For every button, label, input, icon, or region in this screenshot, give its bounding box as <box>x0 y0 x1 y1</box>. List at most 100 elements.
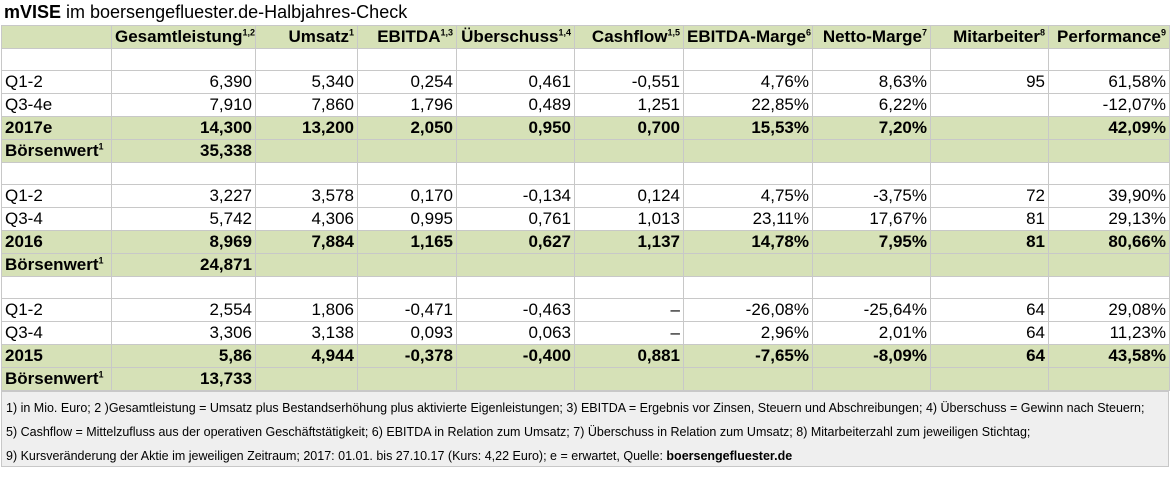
total-cell: 5,86 <box>111 344 256 368</box>
table-cell: 3,578 <box>255 184 358 208</box>
market-cap-label-text: Börsenwert <box>5 141 99 160</box>
empty-cell <box>683 276 813 299</box>
empty-cell <box>1 48 112 71</box>
market-cap-label: Börsenwert1 <box>1 253 112 277</box>
column-header-label: Gesamtleistung <box>115 27 243 46</box>
total-cell: 1,137 <box>574 230 684 254</box>
table-cell: 0,761 <box>456 207 575 231</box>
spacer-row <box>1 162 1170 185</box>
column-header-footnote: 6 <box>806 27 812 38</box>
empty-cell <box>683 48 813 71</box>
empty-cell <box>812 162 931 185</box>
empty-cell <box>111 276 256 299</box>
empty-cell <box>574 48 684 71</box>
table-cell: 4,306 <box>255 207 358 231</box>
table-cell: -12,07% <box>1048 93 1170 117</box>
table-cell: 64 <box>930 321 1049 345</box>
total-cell: 0,881 <box>574 344 684 368</box>
column-header-label: Performance <box>1057 27 1161 46</box>
empty-cell <box>574 276 684 299</box>
total-cell: 14,78% <box>683 230 813 254</box>
table-cell: 17,67% <box>812 207 931 231</box>
table-cell: 0,093 <box>357 321 457 345</box>
table-row: Q1-2 3,227 3,578 0,170 -0,134 0,124 4,75% -3,75… <box>1 184 1170 208</box>
empty-cell <box>357 48 457 71</box>
table-cell: 7,910 <box>111 93 256 117</box>
table-cell: -0,551 <box>574 70 684 94</box>
table-cell: -0,134 <box>456 184 575 208</box>
empty-cell <box>1048 276 1170 299</box>
empty-cell <box>930 139 1049 163</box>
table-cell: 6,22% <box>812 93 931 117</box>
table-cell: 7,860 <box>255 93 358 117</box>
market-cap-label: Börsenwert1 <box>1 139 112 163</box>
financial-table: Gesamtleistung1,2 Umsatz1 EBITDA1,3 Übersch… <box>1 25 1170 391</box>
table-cell: 0,461 <box>456 70 575 94</box>
market-cap-label-text: Börsenwert <box>5 369 99 388</box>
year-label: 2017e <box>1 116 112 140</box>
period-label: Q1-2 <box>1 70 112 94</box>
total-cell: 2,050 <box>357 116 457 140</box>
market-cap-value: 24,871 <box>111 253 256 277</box>
total-cell: 1,165 <box>357 230 457 254</box>
empty-cell <box>456 139 575 163</box>
total-cell: -0,378 <box>357 344 457 368</box>
empty-cell <box>930 276 1049 299</box>
table-cell: 64 <box>930 298 1049 322</box>
total-cell: 0,950 <box>456 116 575 140</box>
table-cell: 8,63% <box>812 70 931 94</box>
empty-cell <box>1048 48 1170 71</box>
table-body: Gesamtleistung1,2 Umsatz1 EBITDA1,3 Übersch… <box>1 25 1170 391</box>
empty-cell <box>930 253 1049 277</box>
title-rest: im boersengefluester.de-Halbjahres-Check <box>61 2 408 22</box>
column-header-footnote: 1,4 <box>558 27 571 38</box>
empty-cell <box>111 48 256 71</box>
column-header-footnote: 7 <box>921 27 927 38</box>
table-cell: 11,23% <box>1048 321 1170 345</box>
empty-cell <box>255 139 358 163</box>
table-cell: -3,75% <box>812 184 931 208</box>
empty-cell <box>812 139 931 163</box>
empty-cell <box>683 139 813 163</box>
table-cell: 23,11% <box>683 207 813 231</box>
footnote-line-3-text: 9) Kursveränderung der Aktie im jeweilig… <box>6 449 667 463</box>
year-label: 2016 <box>1 230 112 254</box>
total-cell: 42,09% <box>1048 116 1170 140</box>
total-cell: 8,969 <box>111 230 256 254</box>
empty-cell <box>456 253 575 277</box>
market-cap-value: 13,733 <box>111 367 256 391</box>
table-cell: 5,742 <box>111 207 256 231</box>
column-header: EBITDA-Marge6 <box>683 25 813 49</box>
table-cell: 2,554 <box>111 298 256 322</box>
empty-cell <box>255 367 358 391</box>
empty-cell <box>255 162 358 185</box>
empty-cell <box>683 253 813 277</box>
period-label: Q3-4 <box>1 321 112 345</box>
table-row: Q1-2 6,390 5,340 0,254 0,461 -0,551 4,76% 8,63%… <box>1 70 1170 94</box>
empty-cell <box>1 162 112 185</box>
empty-cell <box>574 253 684 277</box>
empty-cell <box>357 162 457 185</box>
table-cell: 29,08% <box>1048 298 1170 322</box>
table-cell: 1,251 <box>574 93 684 117</box>
total-cell: -0,400 <box>456 344 575 368</box>
column-header-footnote: 1,2 <box>242 27 256 38</box>
market-cap-label-text: Börsenwert <box>5 255 99 274</box>
period-label: Q3-4 <box>1 207 112 231</box>
column-header-label: Cashflow <box>591 27 668 46</box>
total-cell: 64 <box>930 344 1049 368</box>
empty-cell <box>683 162 813 185</box>
table-cell: 39,90% <box>1048 184 1170 208</box>
table-cell: -0,471 <box>357 298 457 322</box>
table-cell: 3,227 <box>111 184 256 208</box>
table-cell: 2,01% <box>812 321 931 345</box>
period-label: Q1-2 <box>1 184 112 208</box>
column-header-label: EBITDA <box>377 27 441 46</box>
empty-cell <box>255 48 358 71</box>
table-cell: 1,806 <box>255 298 358 322</box>
table-cell: 5,340 <box>255 70 358 94</box>
table-cell <box>930 93 1049 117</box>
table-cell: 0,124 <box>574 184 684 208</box>
column-header: Netto-Marge7 <box>812 25 931 49</box>
total-cell: 43,58% <box>1048 344 1170 368</box>
